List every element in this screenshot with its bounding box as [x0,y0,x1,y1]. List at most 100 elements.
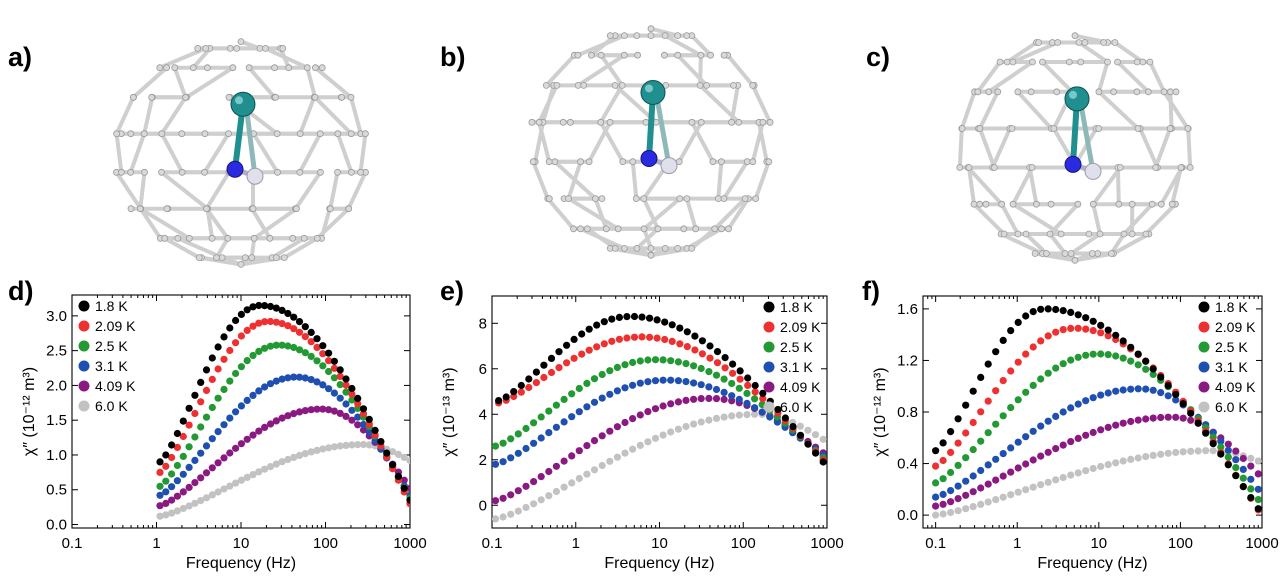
data-point [932,511,939,518]
data-point [705,417,712,424]
data-point [571,336,578,343]
data-point [698,365,705,372]
data-point [168,483,175,490]
legend-marker [1199,322,1210,333]
data-point [1232,448,1239,455]
data-point [342,413,349,420]
data-point [1037,375,1044,382]
data-point [1007,404,1014,411]
data-point [406,457,413,464]
legend-label: 2.5 K [780,339,813,355]
data-point [1142,358,1149,365]
data-point [226,347,233,354]
data-point [621,419,628,426]
data-point [992,456,999,463]
data-point [220,333,227,340]
data-point [191,457,198,464]
series-2-5-K [156,342,413,502]
x-tick-label: 1000 [393,535,426,552]
data-point [713,395,720,402]
data-point [389,461,396,468]
data-point [1127,386,1134,393]
data-point [691,333,698,340]
data-point [302,333,309,340]
series-3-1-K [492,377,827,468]
data-point [174,462,181,469]
data-point [372,427,379,434]
data-point [220,454,227,461]
data-point [1142,386,1149,393]
data-point [669,338,676,345]
y-axis-label: χ″ (10⁻¹² m³) [21,367,38,456]
legend-label: 1.8 K [95,298,128,314]
legend-label: 3.1 K [1215,359,1248,375]
data-point [955,483,962,490]
data-point [591,466,598,473]
data-point [932,503,939,510]
data-point [1247,455,1254,462]
data-point [1240,466,1247,473]
data-point [644,438,651,445]
data-point [737,367,744,374]
data-point [631,334,638,341]
data-point [1180,400,1187,407]
legend-marker [1199,362,1210,373]
data-point [1180,448,1187,455]
data-point [1082,314,1089,321]
data-point [1060,360,1067,367]
data-point [518,382,525,389]
data-point [1097,329,1104,336]
data-point [576,475,583,482]
data-point [1112,352,1119,359]
data-point [667,377,674,384]
data-point [1052,445,1059,452]
data-point [1082,432,1089,439]
data-point [209,435,216,442]
fullerene-cage-image-c [957,33,1193,264]
data-point [698,381,705,388]
data-point [1165,450,1172,457]
data-point [1022,351,1029,358]
legend-marker [79,301,90,312]
data-point [1255,496,1262,503]
data-point [593,322,600,329]
data-point [932,463,939,470]
data-point [1037,306,1044,313]
data-point [1052,413,1059,420]
data-point [162,478,169,485]
data-point [360,405,367,412]
data-point [690,379,697,386]
data-point [1067,438,1074,445]
data-point [1097,392,1104,399]
data-point [1202,447,1209,454]
data-point [970,419,977,426]
legend-marker [79,321,90,332]
data-point [1142,453,1149,460]
legend: 1.8 K2.09 K2.5 K3.1 K4.09 K6.0 K [764,299,822,415]
data-point [220,386,227,393]
series-6-0-K [492,411,827,523]
data-point [576,447,583,454]
data-point [1082,352,1089,359]
legend-label: 2.09 K [95,318,136,334]
legend: 1.8 K2.09 K2.5 K3.1 K4.09 K6.0 K [1199,299,1257,415]
data-point [540,362,547,369]
data-point [1142,366,1149,373]
data-point [699,350,706,357]
data-point [614,454,621,461]
fullerene-cage-image-a [114,39,369,268]
data-point [691,346,698,353]
data-point [1225,447,1232,454]
data-point [325,385,332,392]
data-point [970,472,977,479]
data-point [319,342,326,349]
data-point [342,375,349,382]
data-point [940,457,947,464]
data-point [1217,451,1224,458]
data-point [1172,414,1179,421]
data-point [548,355,555,362]
data-point [629,446,636,453]
data-point [985,481,992,488]
data-point [1075,325,1082,332]
data-point [220,356,227,363]
